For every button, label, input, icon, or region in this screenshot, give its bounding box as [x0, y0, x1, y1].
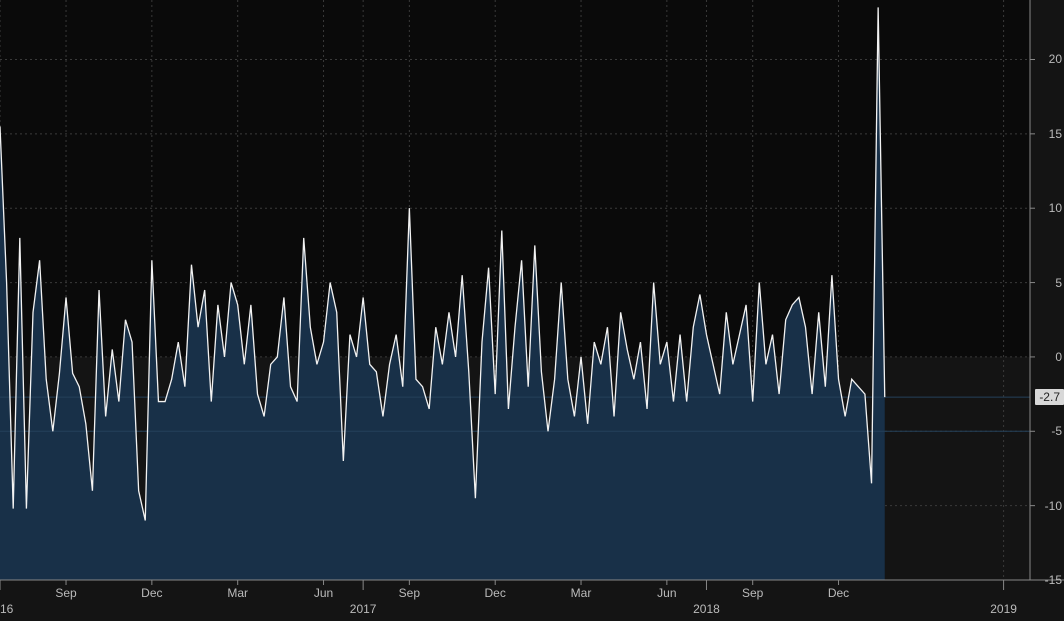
x-year-label: 2019	[990, 602, 1017, 616]
y-tick-label: 20	[1032, 52, 1062, 66]
x-month-label: Mar	[571, 586, 592, 600]
callout-value: -2.7	[1039, 390, 1060, 404]
y-tick-label: -15	[1032, 573, 1062, 587]
chart-plot	[0, 0, 1064, 621]
x-month-label: Dec	[141, 586, 162, 600]
x-month-label: Dec	[828, 586, 849, 600]
x-year-label: 2018	[693, 602, 720, 616]
y-tick-label: 15	[1032, 127, 1062, 141]
x-month-label: Sep	[55, 586, 76, 600]
x-month-label: Sep	[742, 586, 763, 600]
y-tick-label: 5	[1032, 276, 1062, 290]
x-year-label: 2017	[350, 602, 377, 616]
y-tick-label: 0	[1032, 350, 1062, 364]
x-month-label: Dec	[485, 586, 506, 600]
x-month-label: Mar	[227, 586, 248, 600]
x-month-label: Jun	[314, 586, 333, 600]
y-tick-label: 10	[1032, 201, 1062, 215]
x-year-label: 2016	[0, 602, 13, 616]
chart-container: -15 -10 -5 0 5 10 15 20 Sep Dec Mar Jun Sep Dec Mar Ju…	[0, 0, 1064, 621]
x-month-label: Jun	[657, 586, 676, 600]
y-tick-label: -10	[1032, 499, 1062, 513]
x-month-label: Sep	[399, 586, 420, 600]
y-tick-label: -5	[1032, 424, 1062, 438]
last-value-callout: -2.7	[1035, 389, 1064, 405]
